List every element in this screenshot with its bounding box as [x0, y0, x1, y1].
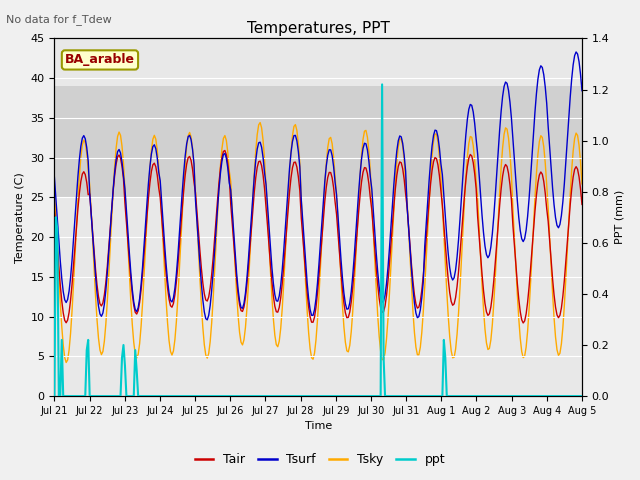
- Text: No data for f_Tdew: No data for f_Tdew: [6, 14, 112, 25]
- Bar: [54, 86, 582, 197]
- Title: Temperatures, PPT: Temperatures, PPT: [247, 21, 390, 36]
- X-axis label: Time: Time: [305, 421, 332, 432]
- Y-axis label: Temperature (C): Temperature (C): [15, 172, 25, 263]
- Text: BA_arable: BA_arable: [65, 53, 135, 66]
- Legend: Tair, Tsurf, Tsky, ppt: Tair, Tsurf, Tsky, ppt: [189, 448, 451, 471]
- Y-axis label: PPT (mm): PPT (mm): [615, 190, 625, 244]
